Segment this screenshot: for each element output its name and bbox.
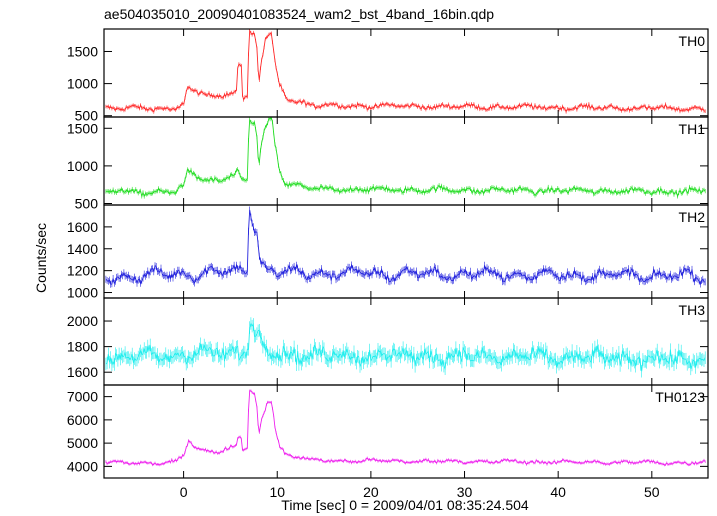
y-tick-label: 6000 — [67, 412, 98, 428]
panel-th2: 1000 1200 1400 1600 TH2 — [67, 204, 709, 301]
panel-label: TH3 — [679, 302, 706, 318]
series-line-th0123 — [105, 390, 706, 466]
y-tick-label: 1800 — [67, 339, 98, 355]
panel-th0123: 4000 5000 6000 7000 TH0123 — [67, 384, 709, 479]
series-line-th2 — [105, 209, 706, 286]
panel-th3: 1600 1800 2000 TH3 — [67, 297, 709, 386]
panel-frame — [103, 28, 709, 118]
x-tick-label: 10 — [269, 484, 285, 500]
y-tick-label: 500 — [75, 108, 99, 124]
series-errorbars-th1 — [105, 117, 706, 199]
y-tick-label: 1500 — [67, 43, 98, 59]
panel-label: TH0 — [679, 33, 706, 49]
x-tick-label: 0 — [180, 484, 188, 500]
series-line-th1 — [105, 117, 706, 199]
panel-th1: 500 1000 1500 TH1 — [67, 116, 709, 211]
panel-frame — [103, 297, 709, 386]
y-tick-label: 1000 — [67, 158, 98, 174]
panel-label: TH0123 — [655, 389, 705, 405]
series-errorbars-th0123 — [105, 389, 706, 467]
panel-label: TH1 — [679, 121, 706, 137]
series-line-th0 — [105, 29, 706, 113]
series-errorbars-th0 — [105, 29, 706, 114]
series-line-th3 — [105, 322, 706, 372]
y-tick-label: 1400 — [67, 241, 98, 257]
y-tick-label: 4000 — [67, 458, 98, 474]
x-tick-label: 50 — [644, 484, 660, 500]
x-tick-label: 40 — [550, 484, 566, 500]
y-tick-label: 7000 — [67, 389, 98, 405]
series-errorbars-th3 — [105, 317, 706, 378]
panel-frame — [103, 384, 709, 479]
x-tick-label: 20 — [363, 484, 379, 500]
y-tick-label: 5000 — [67, 435, 98, 451]
panel-label: TH2 — [679, 209, 706, 225]
y-axis-label: Counts/sec — [33, 223, 49, 293]
x-axis-label: Time [sec] 0 = 2009/04/01 08:35:24.504 — [281, 497, 529, 513]
y-tick-label: 1600 — [67, 364, 98, 380]
panel-th0: 500 1000 1500 TH0 — [67, 28, 709, 124]
y-tick-label: 1200 — [67, 263, 98, 279]
y-tick-label: 1000 — [67, 285, 98, 301]
x-tick-label: 30 — [457, 484, 473, 500]
y-tick-label: 2000 — [67, 313, 98, 329]
y-tick-label: 500 — [75, 195, 99, 211]
y-tick-label: 1500 — [67, 120, 98, 136]
chart-title: ae504035010_20090401083524_wam2_bst_4ban… — [104, 6, 494, 22]
y-tick-label: 1600 — [67, 219, 98, 235]
y-tick-label: 1000 — [67, 76, 98, 92]
